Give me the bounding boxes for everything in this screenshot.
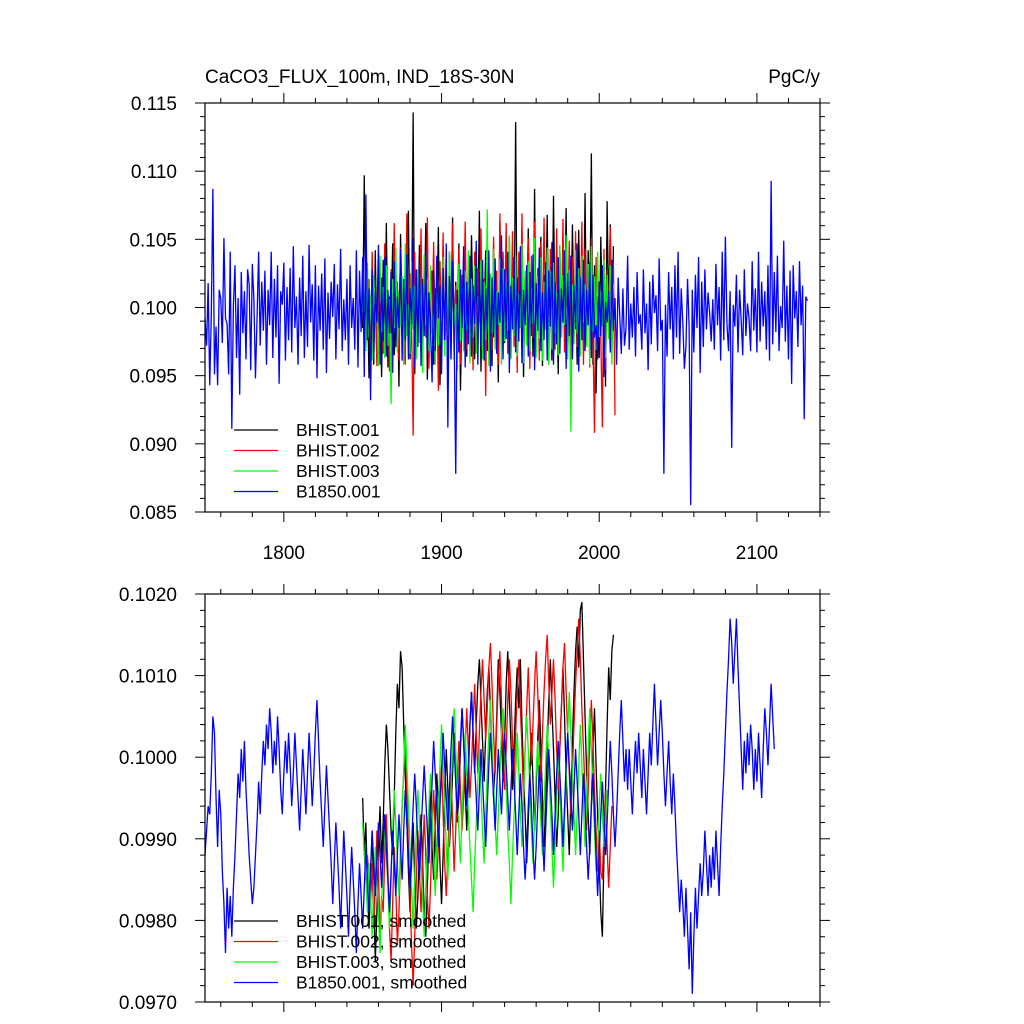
legend-label: BHIST.001, smoothed — [296, 911, 466, 931]
top-panel: CaCO3_FLUX_100m, IND_18S-30N PgC/y 0.085… — [129, 67, 830, 564]
y-tick-label: 0.0980 — [119, 911, 177, 932]
series-line-b1850-001-smoothed — [205, 618, 775, 994]
y-tick-label: 0.0970 — [119, 993, 177, 1014]
y-tick-label: 0.115 — [131, 94, 177, 115]
legend-label: BHIST.002 — [296, 441, 380, 461]
y-tick-label: 0.110 — [131, 162, 177, 183]
y-tick-label: 0.105 — [129, 230, 177, 251]
y-tick-label: 0.0990 — [119, 830, 177, 851]
y-tick-label: 0.1010 — [119, 667, 177, 688]
panel-title: CaCO3_FLUX_100m, IND_18S-30N — [205, 67, 514, 88]
legend-label: BHIST.001 — [296, 420, 380, 440]
y-tick-label: 0.1020 — [119, 585, 177, 606]
y-tick-label: 0.090 — [129, 435, 177, 456]
units-label: PgC/y — [768, 67, 820, 88]
bottom-panel: 0.0970 0.0980 0.0990 0.1000 0.1010 0.1020 BHIS… — [119, 584, 830, 1014]
x-tick-label: 1800 — [263, 543, 305, 564]
series-line-b1850-001 — [205, 180, 808, 506]
y-tick-label: 0.1000 — [119, 748, 177, 769]
legend-label: B1850.001 — [296, 482, 381, 502]
x-tick-label: 1900 — [420, 543, 462, 564]
legend-label: BHIST.002, smoothed — [296, 932, 466, 952]
legend-label: B1850.001, smoothed — [296, 973, 467, 993]
x-tick-label: 2100 — [736, 543, 778, 564]
y-tick-label: 0.100 — [129, 299, 177, 320]
y-tick-label: 0.085 — [129, 503, 177, 524]
legend-label: BHIST.003, smoothed — [296, 952, 466, 972]
plot-frame — [204, 593, 821, 1003]
legend-label: BHIST.003 — [296, 461, 380, 481]
y-tick-label: 0.095 — [129, 367, 177, 388]
x-tick-label: 2000 — [578, 543, 620, 564]
